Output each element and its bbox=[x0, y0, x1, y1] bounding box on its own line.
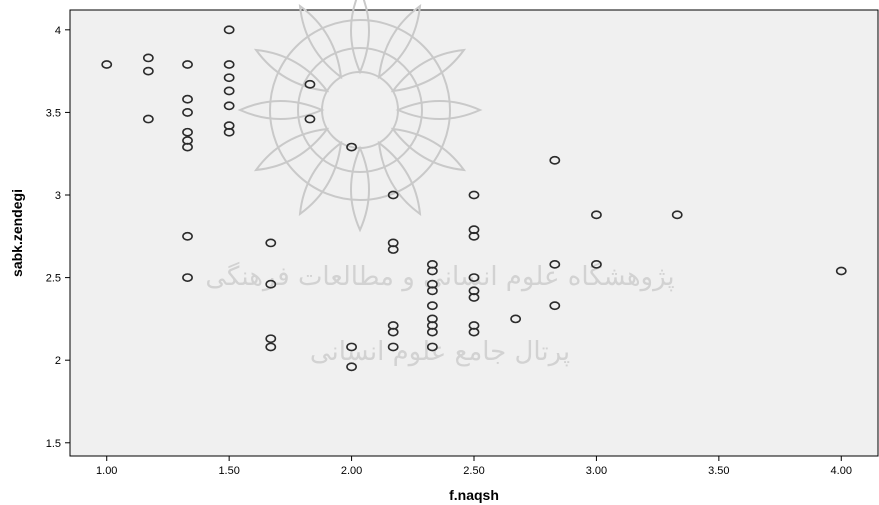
data-point bbox=[223, 86, 235, 96]
data-point bbox=[182, 60, 193, 69]
data-point bbox=[549, 301, 561, 311]
watermark-emblem bbox=[237, 0, 483, 233]
watermark-petal bbox=[237, 100, 325, 120]
data-point bbox=[182, 142, 193, 152]
x-tick-label: 3.00 bbox=[586, 465, 607, 477]
data-point bbox=[468, 293, 480, 302]
watermark-petal bbox=[298, 140, 343, 217]
data-point bbox=[182, 231, 193, 241]
data-point bbox=[387, 190, 399, 200]
watermark-text-2: پرتال جامع علوم انسانی bbox=[310, 337, 570, 367]
y-tick-label: 3 bbox=[55, 190, 61, 202]
data-point bbox=[346, 142, 357, 152]
data-point bbox=[346, 342, 357, 352]
data-point bbox=[510, 314, 522, 324]
data-point bbox=[182, 273, 193, 282]
data-point bbox=[468, 190, 480, 200]
watermark-petal bbox=[377, 3, 422, 80]
watermark-petal bbox=[253, 48, 330, 93]
data-point bbox=[671, 210, 683, 220]
x-axis-title: f.naqsh bbox=[449, 487, 499, 503]
x-tick-label: 2.50 bbox=[463, 465, 484, 477]
data-point bbox=[387, 245, 399, 254]
x-axis: 1.00 1.50 2.00 2.50 3.00 3.50 4.00 bbox=[96, 456, 852, 477]
y-tick-label: 1.5 bbox=[46, 438, 61, 450]
watermark-petal bbox=[377, 140, 422, 217]
watermark-petal bbox=[350, 0, 370, 75]
watermark: پژوهشگاه علوم انسانی و مطالعات فرهنگی پر… bbox=[205, 0, 675, 367]
data-point bbox=[182, 108, 193, 117]
data-point bbox=[549, 259, 561, 269]
data-point bbox=[468, 273, 480, 282]
data-point bbox=[426, 266, 438, 276]
y-axis-title: sabk.zendegi bbox=[9, 189, 25, 277]
data-point bbox=[142, 114, 154, 124]
data-point bbox=[468, 327, 480, 337]
data-point bbox=[182, 127, 193, 137]
data-point bbox=[265, 342, 277, 352]
watermark-text-1: پژوهشگاه علوم انسانی و مطالعات فرهنگی bbox=[205, 261, 674, 292]
data-points bbox=[101, 25, 847, 372]
data-point bbox=[223, 60, 235, 69]
watermark-petal bbox=[253, 127, 330, 172]
data-point bbox=[265, 334, 277, 344]
watermark-petal bbox=[350, 145, 370, 233]
data-point bbox=[142, 53, 154, 63]
data-point bbox=[265, 279, 277, 289]
data-point bbox=[426, 327, 438, 337]
y-tick-label: 3.5 bbox=[46, 107, 61, 119]
data-point bbox=[223, 101, 235, 111]
y-tick-label: 2.5 bbox=[46, 273, 61, 285]
data-point bbox=[591, 210, 602, 220]
data-point bbox=[387, 327, 399, 337]
data-point bbox=[835, 266, 847, 276]
watermark-petal bbox=[390, 48, 467, 93]
y-tick-label: 2 bbox=[55, 355, 61, 367]
data-point bbox=[591, 259, 602, 269]
data-point bbox=[182, 94, 193, 104]
x-tick-label: 1.00 bbox=[96, 465, 117, 477]
data-point bbox=[101, 60, 113, 69]
data-point bbox=[387, 342, 399, 352]
y-tick-label: 4 bbox=[55, 25, 61, 37]
data-point bbox=[346, 362, 357, 372]
x-tick-label: 4.00 bbox=[831, 465, 852, 477]
data-point bbox=[265, 238, 277, 248]
watermark-petal bbox=[298, 3, 343, 80]
x-tick-label: 2.00 bbox=[341, 465, 362, 477]
data-point bbox=[549, 155, 561, 165]
watermark-petal bbox=[390, 127, 467, 172]
data-point bbox=[426, 342, 438, 352]
data-point bbox=[304, 79, 316, 89]
y-axis: 1.5 2 2.5 3 3.5 4 bbox=[46, 25, 70, 450]
x-tick-label: 3.50 bbox=[708, 465, 729, 477]
data-point bbox=[468, 231, 480, 241]
data-point bbox=[426, 301, 438, 311]
data-point bbox=[223, 25, 235, 35]
watermark-petal bbox=[395, 100, 483, 120]
data-point bbox=[426, 286, 438, 296]
data-point bbox=[304, 114, 316, 124]
data-point bbox=[223, 73, 235, 83]
data-point bbox=[223, 127, 235, 137]
data-point bbox=[142, 66, 154, 76]
x-tick-label: 1.50 bbox=[218, 465, 239, 477]
